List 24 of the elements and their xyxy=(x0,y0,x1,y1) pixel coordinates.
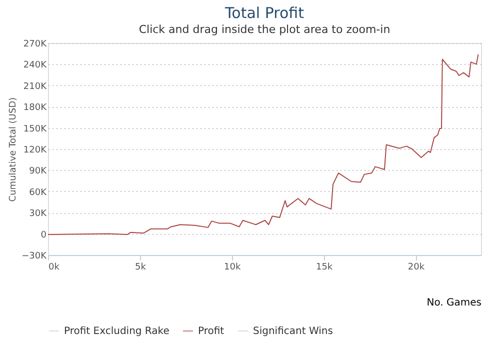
y-tick-label: 240K xyxy=(23,60,48,71)
y-tick-label: 150K xyxy=(23,124,48,134)
y-tick-label: 60K xyxy=(29,188,48,198)
y-tick-label: 0 xyxy=(40,230,47,240)
legend-label: Significant Wins xyxy=(253,326,333,337)
y-tick-label: 120K xyxy=(23,146,48,156)
line-series xyxy=(48,54,479,236)
x-tick-label: 20k xyxy=(408,262,426,272)
x-tick-label: 15k xyxy=(316,262,334,272)
chart-title: Total Profit xyxy=(224,4,304,22)
y-tick-label: 270K xyxy=(23,40,48,50)
legend-label: Profit xyxy=(198,326,224,337)
y-tick-label: 210K xyxy=(23,82,48,92)
y-tick-label: 30K xyxy=(29,209,48,220)
y-tick-label: −30K xyxy=(22,252,48,262)
x-tick-label: 10k xyxy=(224,262,242,272)
chart-subtitle: Click and drag inside the plot area to zoom-in xyxy=(138,23,390,36)
y-axis-title: Cumulative Total (USD) xyxy=(8,97,19,202)
y-tick-label: 90K xyxy=(29,166,48,177)
legend-label: Profit Excluding Rake xyxy=(64,326,170,337)
x-tick-label: 5k xyxy=(134,262,147,272)
y-tick-label: 180K xyxy=(23,103,48,114)
x-axis-title: No. Games xyxy=(426,298,482,308)
x-tick-label: 0k xyxy=(48,262,60,272)
